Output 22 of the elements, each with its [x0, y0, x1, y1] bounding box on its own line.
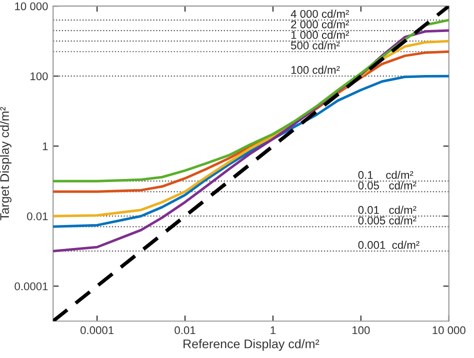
y-tick-label: 1 — [42, 142, 48, 150]
x-tick-label: 100 — [352, 326, 370, 334]
ref-line-label: 1 000 cd/m² — [291, 30, 350, 39]
ref-line-label: 100 cd/m² — [291, 66, 340, 74]
y-tick-label: 100 — [30, 72, 48, 80]
y-tick-label: 0.01 — [27, 212, 48, 220]
y-tick-label: 10 000 — [15, 2, 48, 10]
y-axis-title: Target Display cd/m² — [0, 106, 12, 220]
x-tick-label: 0.01 — [174, 326, 196, 334]
ref-line-label: 0.05 cd/m² — [358, 181, 416, 190]
x-tick-label: 1 — [270, 326, 276, 334]
x-tick-label: 0.0001 — [80, 326, 114, 334]
ref-line-label: 0.01 cd/m² — [358, 206, 416, 214]
x-axis-title: Reference Display cd/m² — [184, 339, 320, 351]
y-tick-label: 0.0001 — [14, 282, 48, 290]
x-tick-label: 10 000 — [432, 326, 466, 334]
ref-line-label: 4 000 cd/m² — [290, 10, 350, 18]
ref-line-label: 0.005 cd/m² — [358, 216, 416, 224]
ref-line-label: 0.001 cd/m² — [358, 240, 420, 249]
ref-line-label: 500 cd/m² — [291, 41, 340, 50]
ref-line-label: 0.1 cd/m² — [358, 170, 414, 179]
ref-line-label: 2 000 cd/m² — [291, 20, 350, 28]
